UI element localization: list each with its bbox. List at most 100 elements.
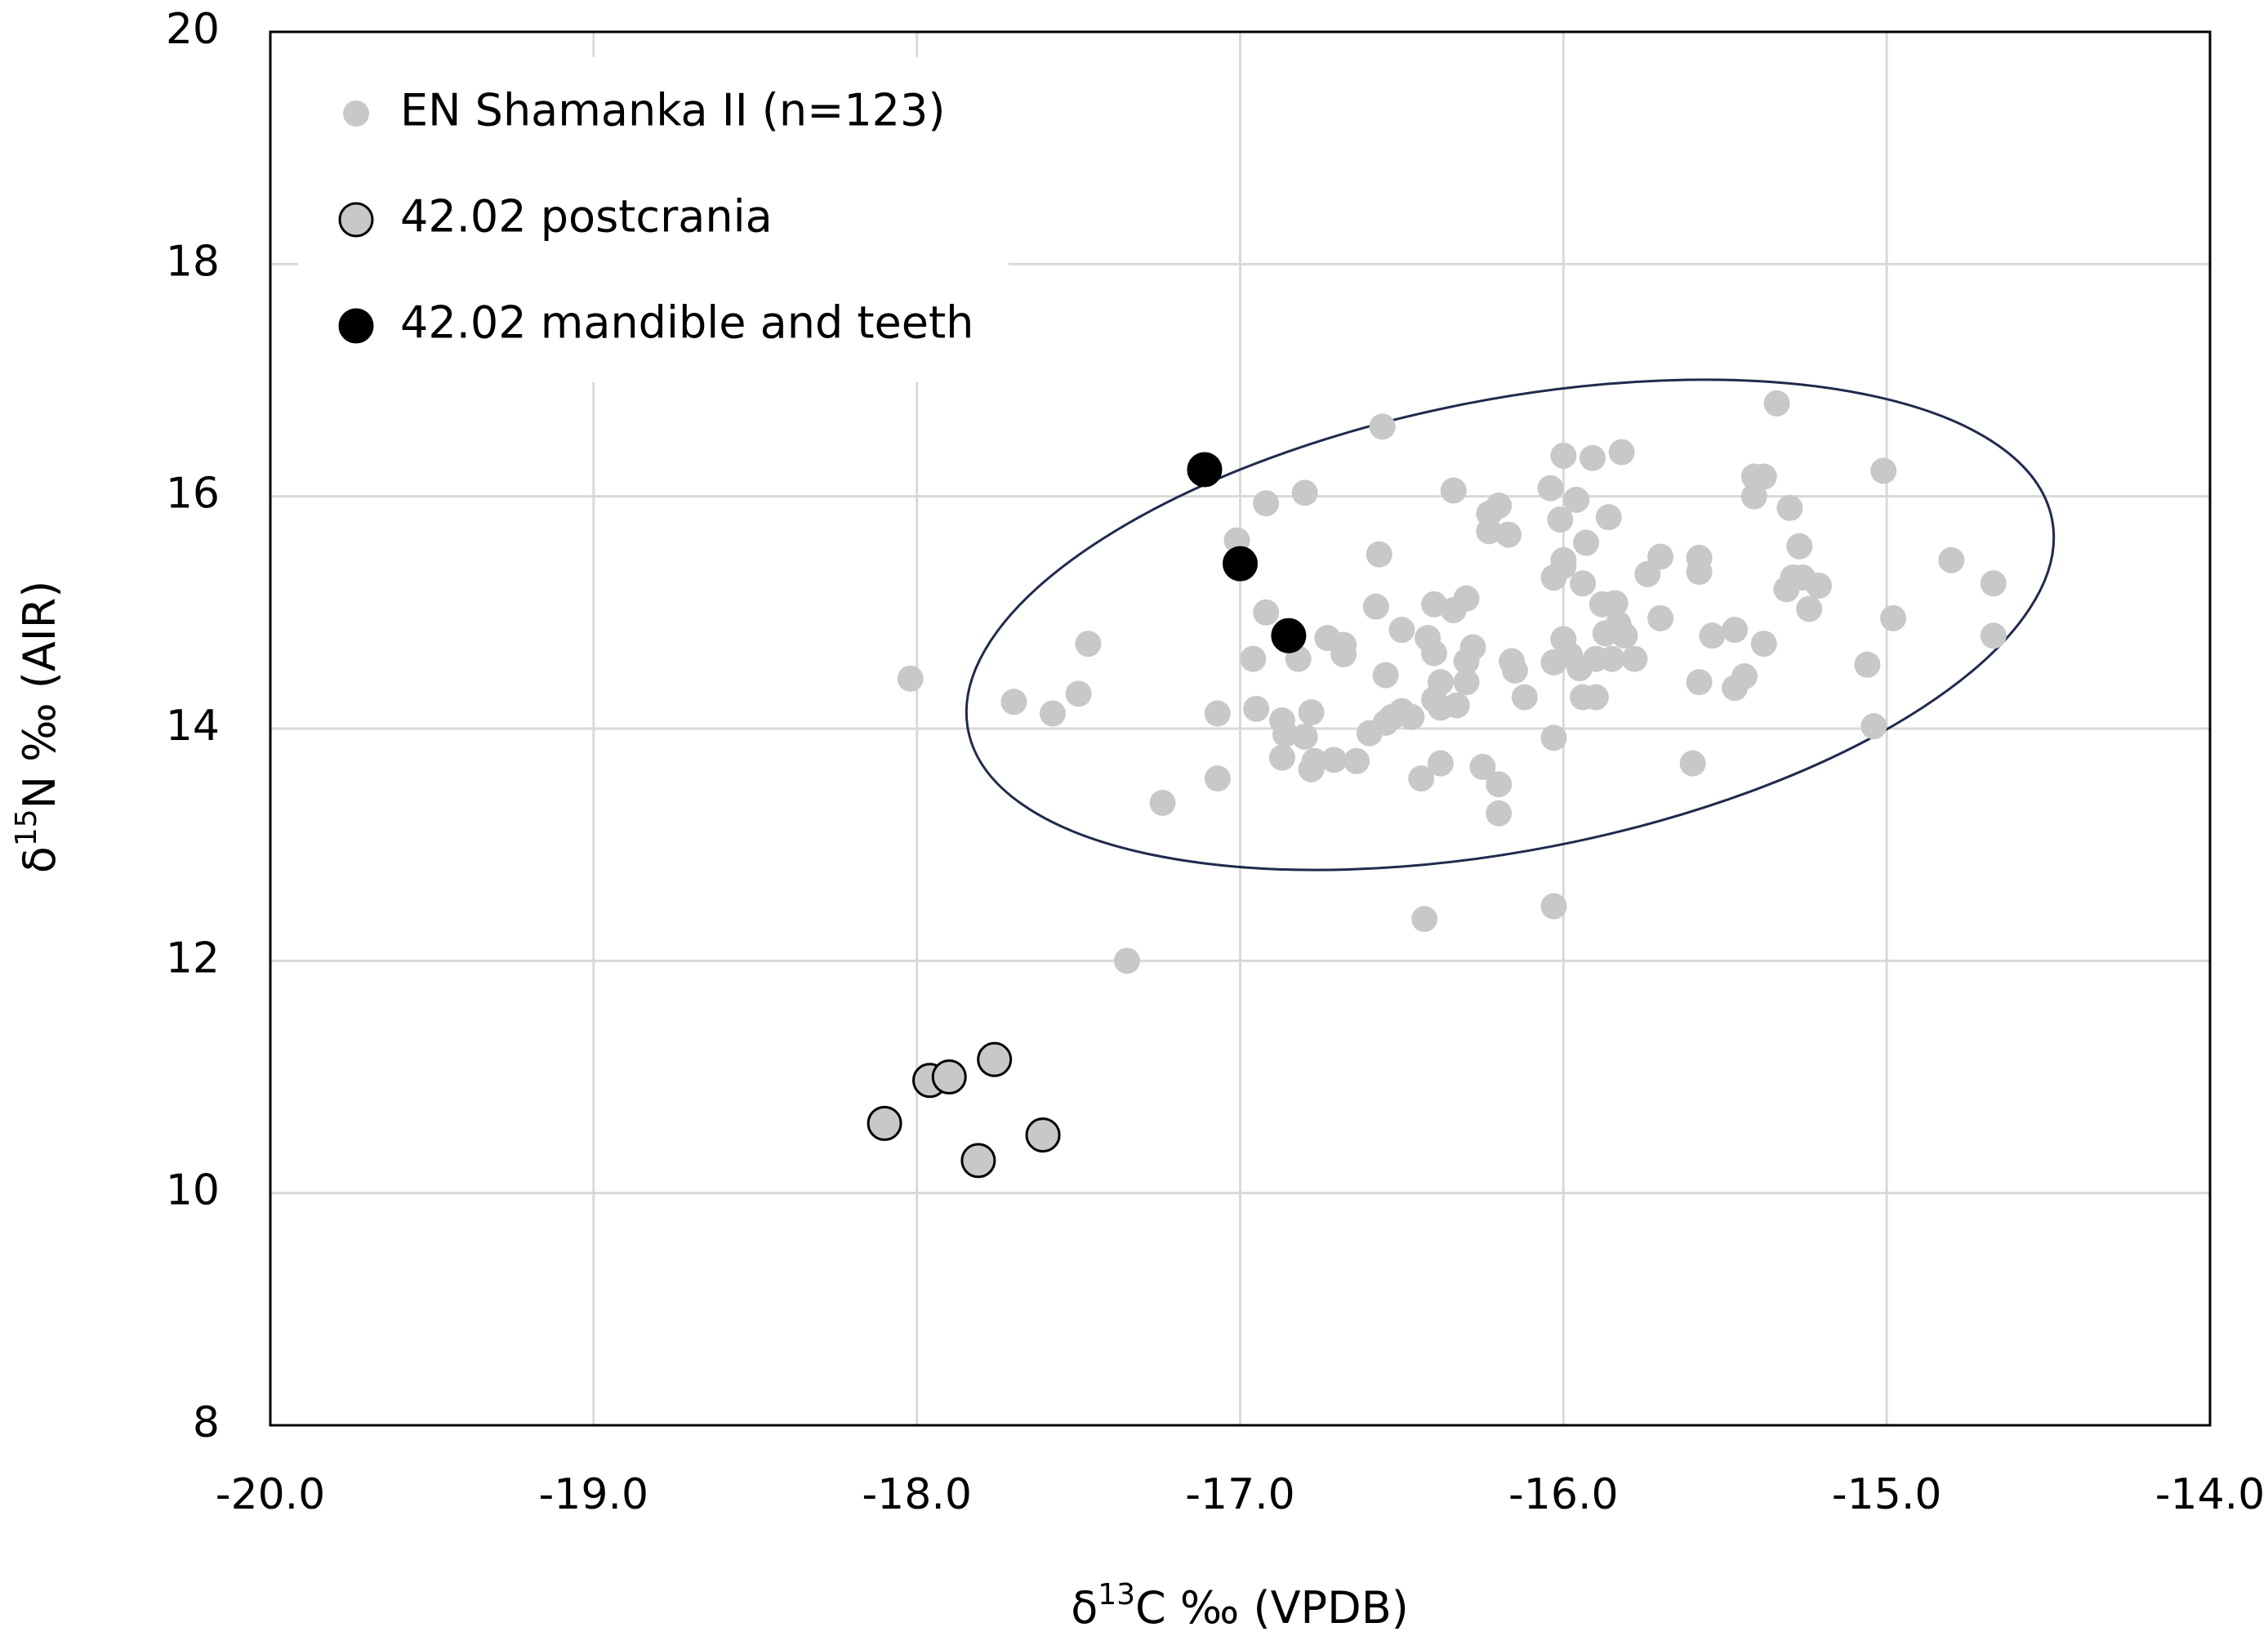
data-point	[1740, 483, 1767, 510]
data-point	[1343, 747, 1370, 774]
data-point	[1253, 490, 1280, 517]
data-point	[1427, 669, 1454, 696]
plot-frame	[269, 30, 2212, 1427]
data-point	[1870, 457, 1897, 484]
data-point	[1598, 645, 1625, 672]
legend: EN Shamanka II (n=123) 42.02 postcrania 42…	[338, 85, 974, 349]
data-point	[1582, 684, 1609, 711]
data-point	[1608, 439, 1635, 466]
data-point	[1611, 622, 1638, 649]
y-tick-label: 16	[166, 470, 220, 519]
data-point	[1550, 442, 1577, 469]
data-point	[1075, 631, 1102, 658]
data-point	[1330, 641, 1357, 668]
data-point	[1486, 493, 1513, 519]
data-point	[1268, 744, 1295, 771]
data-point	[1686, 669, 1713, 696]
y-tick-label: 12	[166, 934, 220, 983]
confidence-ellipse	[965, 378, 2056, 872]
data-point	[1763, 390, 1790, 417]
legend-label: 42.02 mandible and teeth	[400, 297, 974, 349]
data-point	[1686, 559, 1713, 586]
data-point	[977, 1041, 1013, 1077]
data-point	[1372, 662, 1399, 689]
data-point	[1253, 599, 1280, 626]
data-point	[1550, 552, 1577, 579]
data-point	[1113, 947, 1140, 974]
data-point	[867, 1105, 902, 1141]
data-point	[1453, 669, 1480, 696]
data-point	[1486, 771, 1513, 798]
x-tick-label: -15.0	[1832, 1470, 1942, 1519]
data-point	[1880, 604, 1907, 631]
data-point	[1776, 494, 1803, 521]
data-point	[1411, 906, 1438, 933]
data-point	[1595, 504, 1622, 531]
points	[867, 390, 2007, 1179]
data-point	[1731, 663, 1758, 690]
data-point	[1486, 800, 1513, 827]
data-point	[1495, 521, 1522, 548]
data-point	[1321, 747, 1348, 773]
data-point	[1602, 590, 1629, 617]
y-tick-label: 20	[166, 5, 220, 54]
data-point	[1537, 475, 1564, 502]
data-point	[1938, 546, 1965, 573]
y-tick-label: 18	[166, 237, 220, 286]
data-point	[1579, 444, 1606, 471]
y-tick-label: 8	[193, 1398, 220, 1447]
data-point	[1699, 622, 1726, 649]
data-point	[1223, 546, 1258, 582]
data-point	[1980, 622, 2007, 649]
data-point	[1398, 703, 1425, 730]
data-point	[1540, 724, 1567, 751]
legend-marker	[338, 308, 374, 344]
legend-label: 42.02 postcrania	[400, 191, 773, 243]
data-point	[1647, 543, 1674, 570]
data-point	[1980, 570, 2007, 597]
data-point	[1440, 477, 1467, 504]
data-point	[1408, 765, 1435, 792]
data-point	[1204, 700, 1231, 727]
data-point	[1298, 699, 1325, 726]
data-point	[1421, 640, 1447, 666]
x-tick-label: -18.0	[862, 1470, 972, 1519]
data-point	[1149, 789, 1176, 816]
x-tick-label: -19.0	[539, 1470, 649, 1519]
data-point	[1301, 747, 1328, 774]
data-point	[1547, 506, 1574, 533]
data-point	[1476, 518, 1503, 545]
data-point	[1750, 463, 1777, 490]
legend-box	[298, 57, 1009, 382]
data-point	[1540, 893, 1567, 920]
data-point	[1796, 595, 1823, 622]
data-point	[1362, 593, 1389, 620]
data-point	[1291, 723, 1318, 750]
data-point	[1187, 452, 1223, 488]
legend-marker	[338, 202, 374, 238]
data-point	[1427, 750, 1454, 777]
data-point	[931, 1059, 967, 1094]
data-point	[897, 665, 924, 692]
data-point	[1854, 651, 1881, 678]
data-point	[1563, 486, 1590, 513]
x-tick-label: -16.0	[1508, 1470, 1619, 1519]
y-axis-label: δ15N ‰ (AIR)	[10, 581, 65, 874]
data-point	[1243, 695, 1270, 722]
data-point	[1240, 645, 1267, 672]
data-point	[1271, 617, 1307, 653]
data-point	[1647, 604, 1674, 631]
data-point	[1501, 657, 1528, 684]
data-point	[1388, 617, 1415, 644]
data-point	[1000, 689, 1027, 716]
data-point	[1750, 631, 1777, 658]
data-point	[1570, 570, 1597, 597]
data-point	[1573, 529, 1600, 556]
data-point	[1366, 541, 1392, 568]
data-point	[1511, 684, 1538, 711]
x-tick-label: -14.0	[2155, 1470, 2266, 1519]
data-point	[1025, 1117, 1061, 1153]
y-tick-label: 10	[166, 1166, 220, 1215]
data-point	[1786, 533, 1813, 559]
x-axis-label: δ13C ‰ (VPDB)	[1071, 1578, 1409, 1634]
